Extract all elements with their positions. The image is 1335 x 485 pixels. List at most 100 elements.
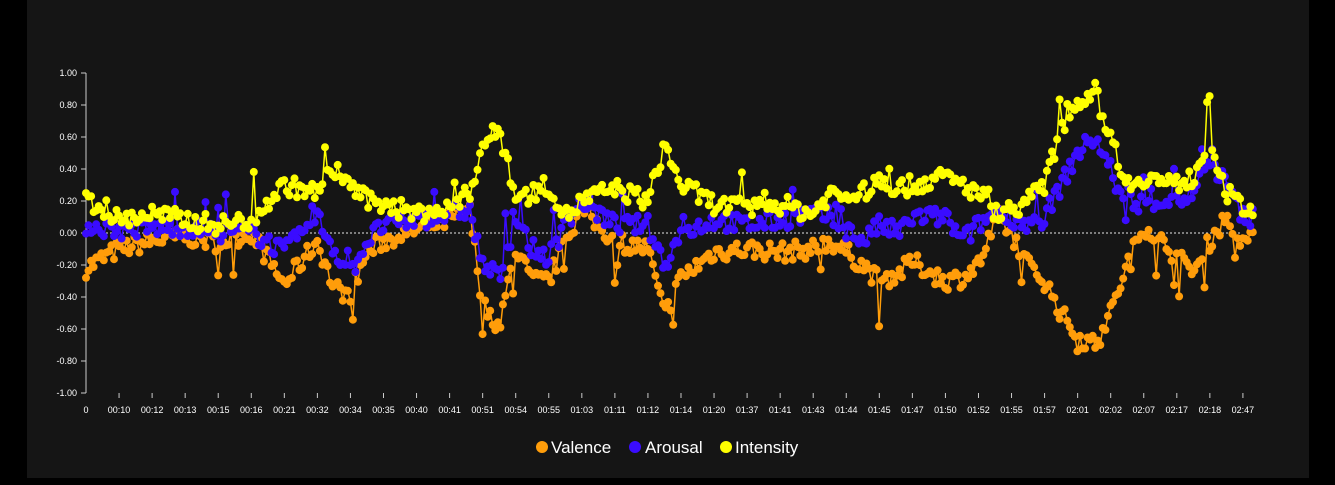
data-point-intensity [1172, 172, 1181, 181]
data-point-valence [338, 296, 347, 305]
data-point-valence [1012, 233, 1021, 242]
data-point-arousal [679, 212, 688, 221]
data-point-arousal [760, 223, 769, 232]
data-point-intensity [1226, 182, 1234, 191]
data-point-valence [844, 240, 853, 249]
data-point-valence [303, 241, 312, 250]
data-point-arousal [895, 232, 904, 241]
data-point-intensity [636, 197, 645, 206]
data-point-valence [1170, 281, 1178, 290]
x-tick-label: 00:12 [141, 405, 164, 415]
data-point-intensity [704, 201, 713, 210]
data-point-intensity [1048, 147, 1056, 156]
y-tick-label: -0.40 [56, 292, 77, 302]
data-point-intensity [476, 149, 484, 158]
data-point-valence [224, 240, 233, 249]
data-point-intensity [623, 198, 632, 206]
data-point-arousal [648, 235, 657, 244]
data-point-intensity [300, 192, 309, 201]
legend-label-arousal: Arousal [645, 438, 703, 457]
data-point-valence [898, 273, 906, 282]
data-point-valence [1109, 298, 1117, 306]
data-point-valence [765, 239, 774, 248]
y-tick-label: 0.60 [59, 132, 77, 142]
data-point-valence [99, 256, 108, 265]
x-tick-label: 02:18 [1199, 405, 1222, 415]
data-point-intensity [748, 211, 756, 220]
data-point-arousal [308, 202, 317, 211]
data-point-intensity [272, 194, 281, 203]
x-tick-label: 01:47 [901, 405, 924, 415]
data-point-intensity [285, 191, 294, 200]
x-tick-label: 02:07 [1132, 405, 1155, 415]
data-point-valence [135, 248, 144, 257]
data-point-arousal [951, 222, 960, 231]
data-point-intensity [867, 187, 876, 196]
data-point-valence [1116, 284, 1125, 293]
legend-item-arousal[interactable]: Arousal [629, 438, 703, 457]
data-point-intensity [671, 165, 680, 174]
data-point-valence [648, 260, 657, 269]
data-point-valence [104, 247, 113, 256]
data-point-arousal [359, 250, 368, 258]
data-point-intensity [211, 229, 220, 238]
data-point-intensity [1055, 95, 1064, 104]
data-point-arousal [465, 201, 474, 210]
legend-label-valence: Valence [551, 438, 611, 457]
data-point-intensity [1086, 95, 1095, 104]
data-point-arousal [257, 242, 266, 251]
data-point-valence [821, 246, 830, 255]
data-point-intensity [1022, 198, 1031, 207]
data-point-intensity [931, 174, 940, 183]
data-point-valence [270, 260, 279, 268]
data-point-arousal [366, 239, 375, 248]
data-point-intensity [745, 203, 754, 212]
data-point-valence [287, 273, 296, 282]
data-point-intensity [496, 129, 505, 138]
data-point-arousal [552, 235, 561, 244]
legend-item-valence[interactable]: Valence [536, 438, 611, 457]
y-tick-label: -0.80 [56, 356, 77, 366]
data-point-valence [666, 306, 675, 315]
data-point-valence [1103, 311, 1112, 320]
data-point-valence [214, 271, 223, 280]
data-point-intensity [115, 211, 123, 220]
data-point-valence [709, 255, 718, 264]
x-axis: 0 00:10 00:12 00:13 00:15 00:16 00:21 00:32 00:3… [83, 393, 1254, 415]
data-point-valence [1037, 277, 1046, 286]
data-point-arousal [219, 231, 228, 240]
data-point-intensity [859, 179, 868, 188]
data-point-valence [1198, 255, 1206, 264]
data-point-intensity [549, 194, 558, 203]
data-point-arousal [908, 219, 917, 228]
data-point-valence [740, 251, 749, 259]
data-point-arousal [221, 190, 230, 199]
x-tick-label: 00:32 [306, 405, 329, 415]
data-point-valence [778, 239, 787, 248]
data-point-valence [229, 270, 238, 279]
series-line-valence [85, 202, 1253, 352]
data-point-valence [704, 249, 713, 258]
x-tick-label: 00:15 [207, 405, 230, 415]
data-point-valence [308, 250, 317, 259]
legend-item-intensity[interactable]: Intensity [720, 438, 799, 457]
data-point-intensity [905, 172, 914, 181]
data-point-intensity [290, 174, 299, 183]
data-point-intensity [397, 196, 406, 204]
x-tick-label: 01:41 [769, 405, 792, 415]
y-axis: 1.00 0.80 0.60 0.40 0.20 0.00 -0.20 -0.40 -0.60 -… [56, 68, 87, 398]
data-point-valence [773, 254, 782, 262]
data-point-arousal [430, 187, 439, 196]
data-point-valence [1060, 305, 1069, 314]
data-point-intensity [237, 214, 246, 223]
data-point-arousal [544, 258, 553, 267]
data-point-arousal [351, 268, 360, 276]
data-point-valence [979, 251, 988, 259]
data-point-valence [801, 254, 810, 263]
data-point-valence [559, 264, 568, 273]
data-point-arousal [84, 221, 93, 230]
series-intensity [82, 78, 1257, 238]
data-point-valence [1126, 265, 1135, 274]
data-point-arousal [117, 234, 126, 243]
data-point-arousal [605, 220, 614, 229]
